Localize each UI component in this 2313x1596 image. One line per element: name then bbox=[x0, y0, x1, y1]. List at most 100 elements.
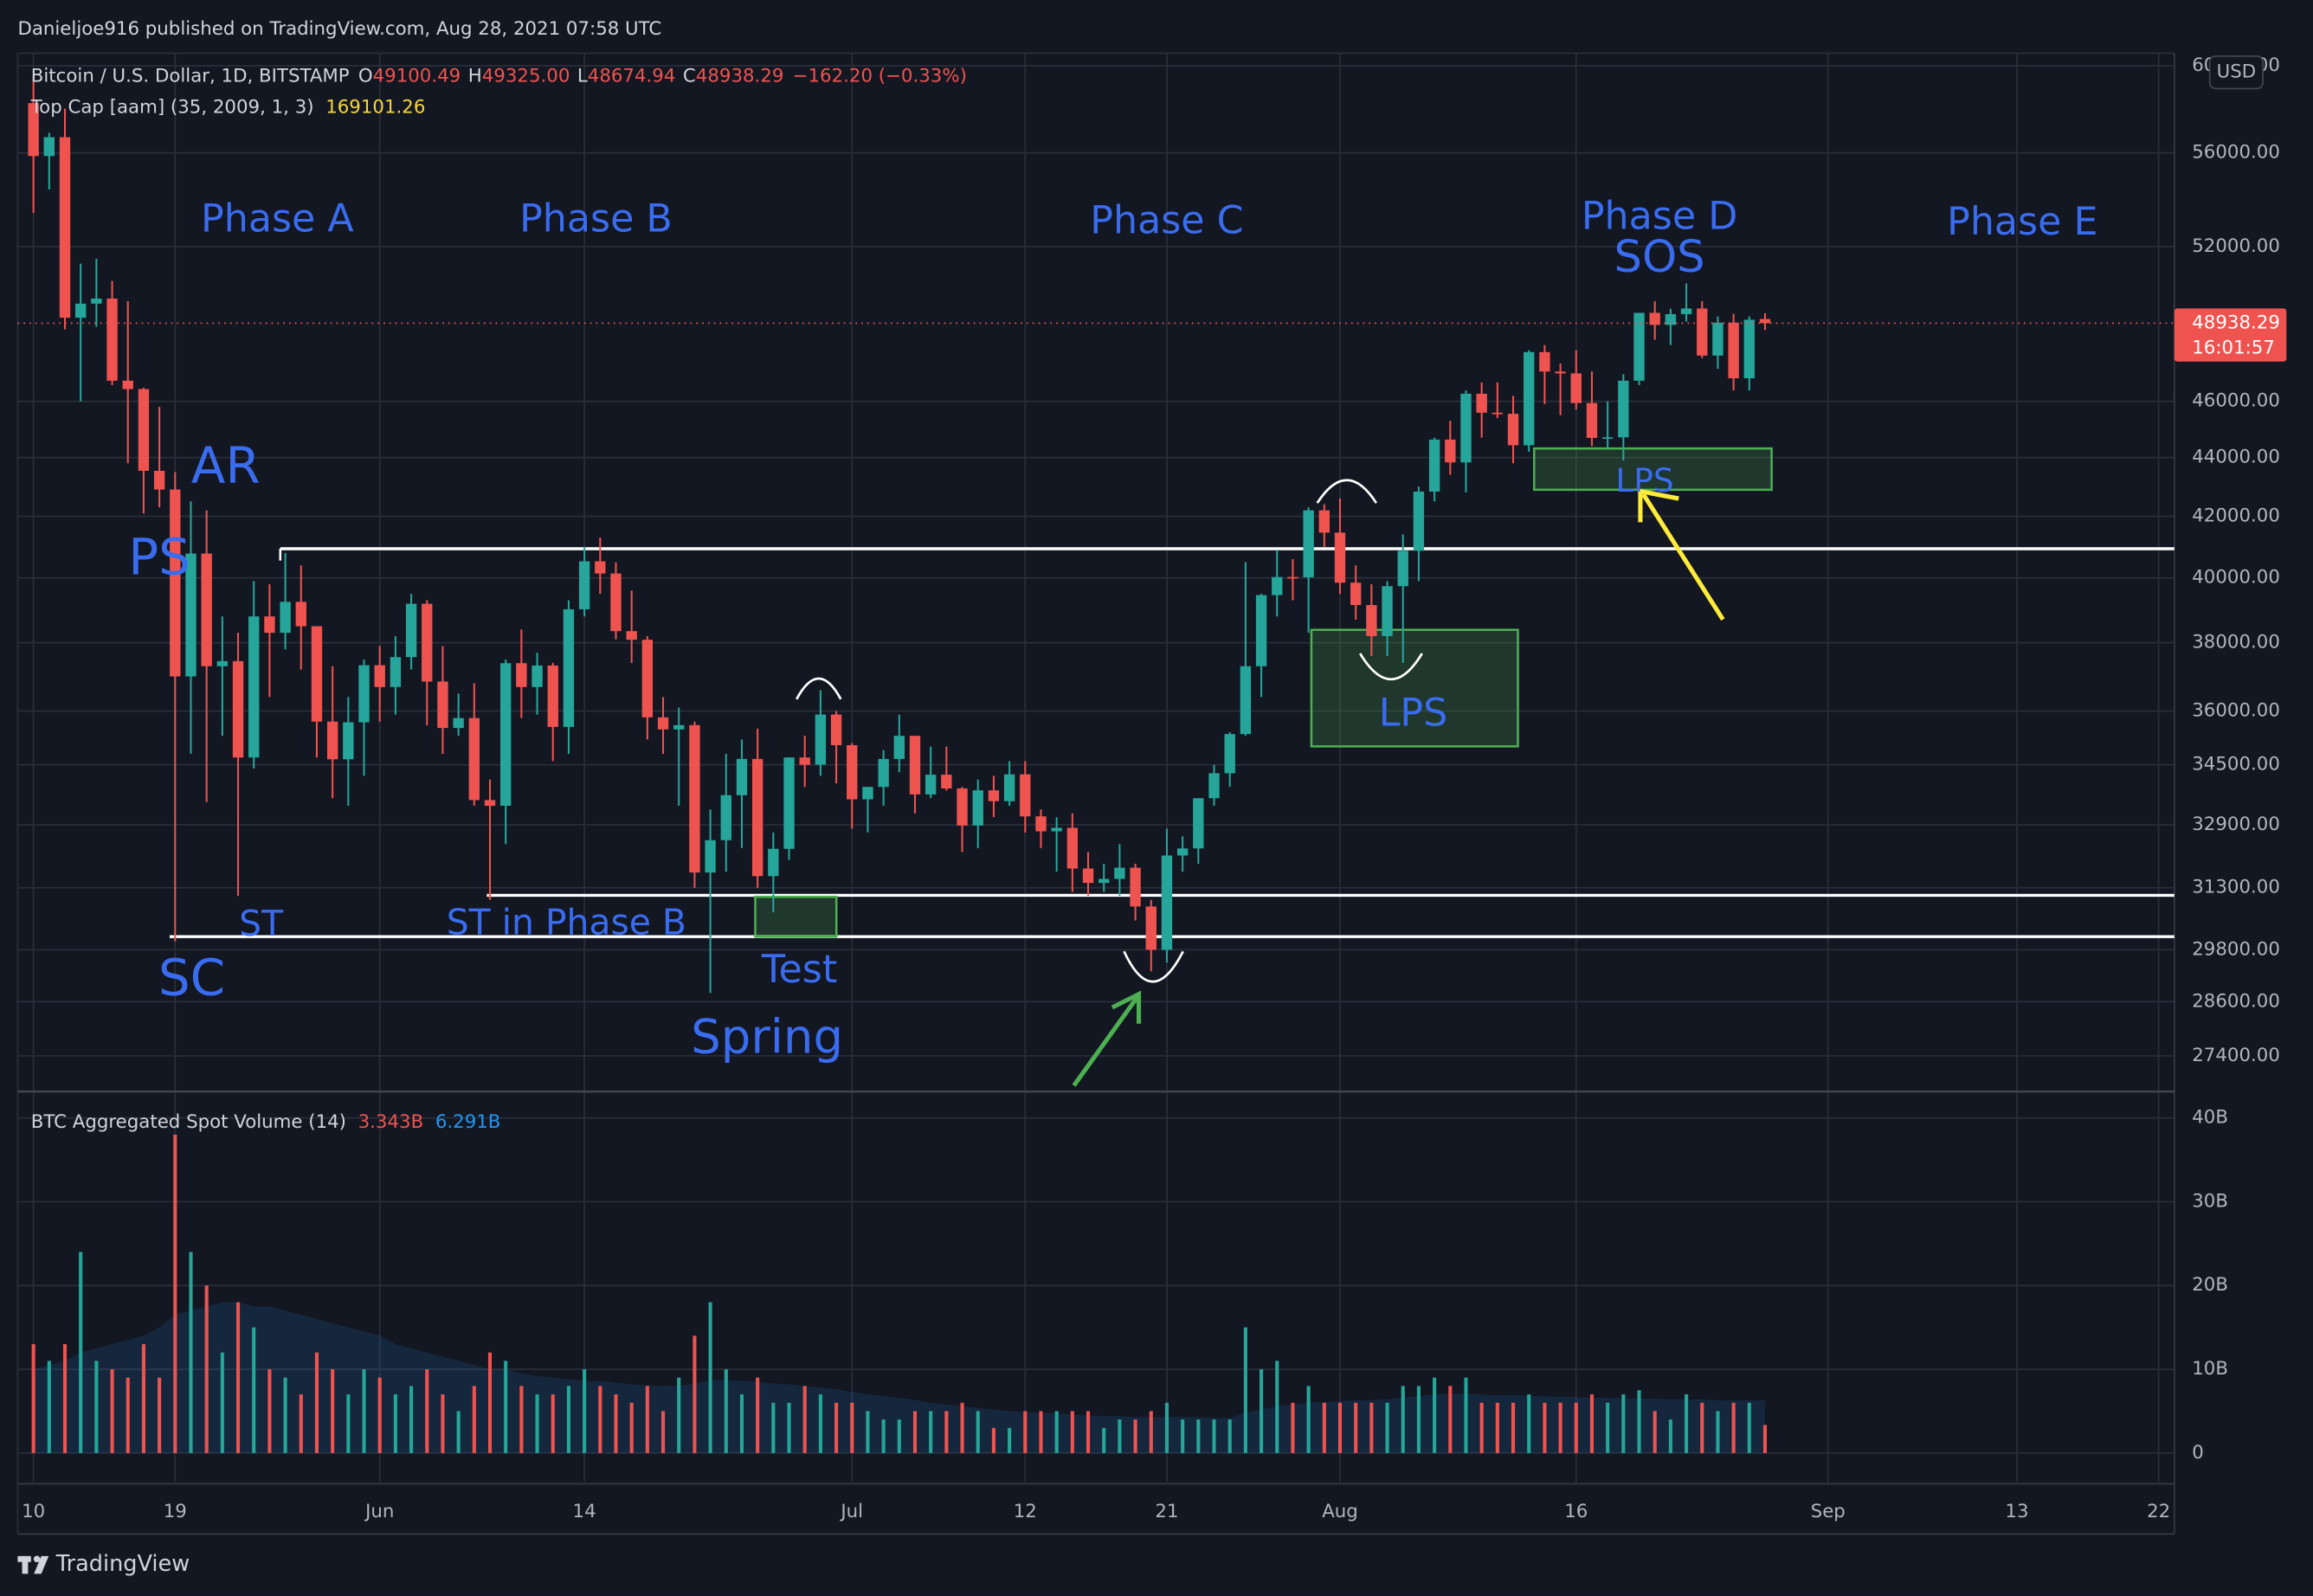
annotation: SC bbox=[158, 948, 225, 1007]
candle-body bbox=[1161, 855, 1173, 950]
volume-bar bbox=[189, 1252, 193, 1453]
volume-title: BTC Aggregated Spot Volume (14) bbox=[31, 1111, 346, 1133]
candle-body bbox=[248, 616, 260, 758]
candle-body bbox=[1082, 868, 1094, 884]
volume-bar bbox=[1196, 1419, 1201, 1453]
volume-bar bbox=[1527, 1394, 1531, 1453]
volume-bar bbox=[566, 1386, 570, 1453]
candle-body bbox=[1051, 827, 1062, 832]
candle-body bbox=[1303, 510, 1314, 578]
y-tick-label: 36000.00 bbox=[2192, 700, 2280, 722]
volume-bar bbox=[1149, 1411, 1153, 1453]
y-tick-label: 27400.00 bbox=[2192, 1045, 2280, 1066]
candle-body bbox=[1272, 576, 1283, 595]
arrow bbox=[1072, 995, 1139, 1087]
candle-body bbox=[1287, 576, 1298, 579]
annotation: ST in Phase B bbox=[447, 902, 686, 943]
candle-body bbox=[1208, 773, 1220, 799]
candle-body bbox=[1224, 734, 1235, 774]
volume-bar bbox=[456, 1411, 461, 1453]
ohlc-value: 49100.49 bbox=[373, 66, 461, 87]
volume-bar bbox=[1637, 1390, 1641, 1453]
volume-bar bbox=[1731, 1402, 1736, 1453]
volume-bar bbox=[62, 1343, 68, 1453]
y-tick-label: 42000.00 bbox=[2192, 505, 2280, 527]
annotation: PS bbox=[128, 528, 190, 587]
candle-body bbox=[673, 724, 685, 730]
currency-label[interactable]: USD bbox=[2217, 61, 2257, 83]
x-tick-label: Jun bbox=[364, 1501, 394, 1522]
volume-bar bbox=[487, 1352, 493, 1453]
candle-body bbox=[1570, 373, 1582, 403]
candle-body bbox=[453, 718, 464, 729]
volume-bar bbox=[441, 1394, 445, 1453]
volume-bar bbox=[1385, 1402, 1389, 1453]
volume-bar bbox=[1716, 1411, 1720, 1453]
candle-body bbox=[705, 840, 716, 873]
volume-bar bbox=[693, 1335, 697, 1453]
volume-bar bbox=[660, 1411, 666, 1453]
volume-bar bbox=[1401, 1386, 1405, 1453]
volume-bar bbox=[299, 1394, 303, 1453]
candle-body bbox=[1114, 867, 1125, 879]
volume-bar bbox=[645, 1386, 649, 1453]
volume-bar bbox=[110, 1369, 114, 1453]
candle-body bbox=[1350, 582, 1362, 606]
volume-bar bbox=[1479, 1402, 1484, 1453]
annotation: Spring bbox=[691, 1009, 843, 1065]
candle-body bbox=[1334, 532, 1346, 583]
arc bbox=[1316, 479, 1378, 504]
volume-bar bbox=[1337, 1402, 1343, 1453]
brand-logo bbox=[17, 1555, 49, 1574]
candle-body bbox=[1428, 439, 1440, 492]
candle-body bbox=[751, 758, 763, 877]
volume-tick-label: 30B bbox=[2192, 1190, 2228, 1212]
volume-bar bbox=[771, 1402, 776, 1453]
volume-bar bbox=[1685, 1394, 1689, 1453]
zone-box bbox=[754, 895, 838, 938]
volume-bar bbox=[1589, 1394, 1595, 1453]
volume-bar bbox=[929, 1411, 933, 1453]
volume-bar bbox=[1306, 1386, 1311, 1453]
volume-bar bbox=[1086, 1411, 1091, 1453]
annotation: Phase C bbox=[1090, 198, 1243, 242]
candle-body bbox=[925, 775, 937, 795]
last-price-label: 48938.29 bbox=[2192, 312, 2280, 333]
volume-bar bbox=[756, 1377, 760, 1453]
volume-bar bbox=[991, 1427, 995, 1453]
candle-body bbox=[138, 389, 150, 471]
ohlc-key: C bbox=[683, 66, 696, 87]
indicator-legend: Top Cap [aam] (35, 2009, 1, 3) 169101.26 bbox=[30, 96, 426, 118]
volume-bar bbox=[1102, 1427, 1106, 1453]
x-tick-label: 21 bbox=[1155, 1501, 1178, 1522]
volume-bar bbox=[912, 1411, 918, 1453]
candle-body bbox=[1555, 371, 1566, 374]
candle-body bbox=[91, 298, 102, 304]
currency-badge[interactable] bbox=[2208, 55, 2264, 90]
x-tick-label: Aug bbox=[1322, 1501, 1358, 1522]
candle-body bbox=[1035, 816, 1047, 832]
candle-body bbox=[768, 848, 779, 877]
ohlc-key: H bbox=[468, 66, 482, 87]
annotation: SOS bbox=[1614, 232, 1705, 283]
candle-body bbox=[1633, 312, 1645, 381]
candle-body bbox=[1712, 322, 1723, 356]
candle-body bbox=[1413, 491, 1425, 551]
annotation: Phase E bbox=[1947, 200, 2097, 244]
published-line: Danieljoe916 published on TradingView.co… bbox=[17, 18, 661, 40]
candle-body bbox=[43, 137, 55, 157]
volume-bar bbox=[425, 1369, 429, 1453]
volume-last: 3.343B bbox=[358, 1111, 424, 1133]
candle-body bbox=[610, 573, 622, 632]
volume-bar bbox=[158, 1377, 162, 1453]
volume-bar bbox=[535, 1394, 539, 1453]
volume-bar bbox=[614, 1394, 618, 1453]
y-tick-label: 32900.00 bbox=[2192, 814, 2280, 835]
annotation: Phase D bbox=[1582, 194, 1737, 238]
candle-body bbox=[1665, 313, 1677, 325]
volume-bar bbox=[866, 1411, 870, 1453]
volume-tick-label: 40B bbox=[2192, 1107, 2228, 1129]
candle-body bbox=[422, 603, 433, 682]
candle-body bbox=[1586, 402, 1598, 438]
candle-body bbox=[626, 631, 637, 640]
